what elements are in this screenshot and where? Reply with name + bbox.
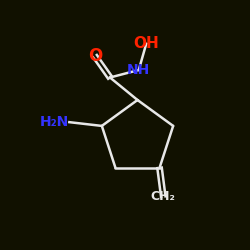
Text: CH₂: CH₂ xyxy=(151,190,176,203)
Text: OH: OH xyxy=(134,36,159,51)
Text: O: O xyxy=(88,47,102,65)
Text: H₂N: H₂N xyxy=(40,115,69,129)
Text: NH: NH xyxy=(127,63,150,77)
